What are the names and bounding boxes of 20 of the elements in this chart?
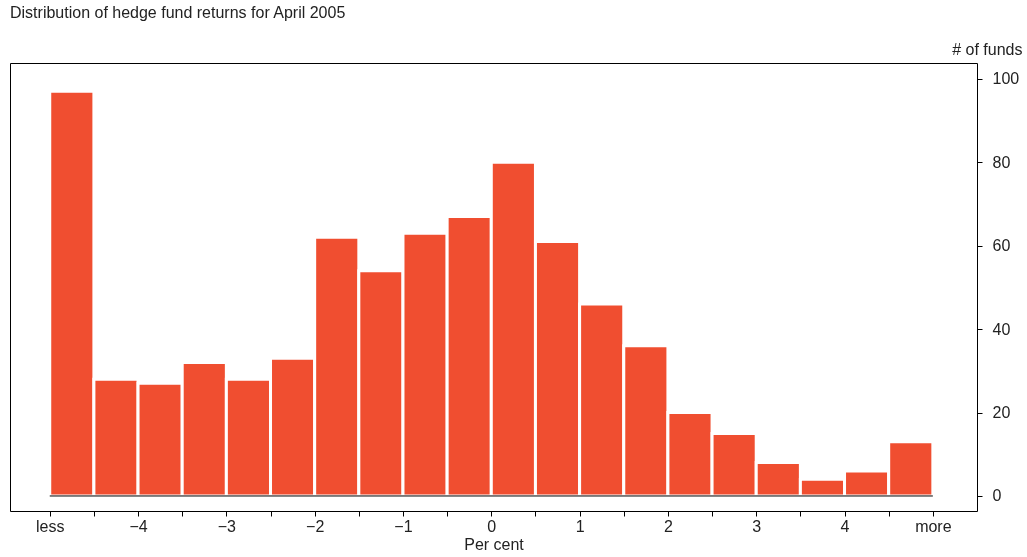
x-tick-label: −3 [217, 517, 237, 535]
chart-title: Distribution of hedge fund returns for April 2005 [10, 4, 346, 21]
x-axis-title: Per cent [464, 535, 525, 553]
x-tick-label: 4 [840, 517, 850, 535]
x-tick-label: −2 [306, 517, 325, 535]
y-tick-label: 0 [992, 487, 1002, 505]
y-axis-title: # of funds [952, 40, 1023, 58]
y-tick-label: 80 [992, 153, 1011, 171]
x-tick-label: 2 [663, 517, 673, 535]
x-tick-label: −1 [394, 517, 413, 535]
y-tick-label: 20 [992, 404, 1011, 422]
x-tick-label: −4 [129, 517, 148, 535]
x-tick-label: 3 [752, 517, 762, 535]
x-tick-label: more [915, 517, 952, 535]
x-tick-label: 0 [487, 517, 497, 535]
x-tick-label: 1 [575, 517, 585, 535]
y-tick-label: 40 [992, 320, 1011, 338]
y-tick-label: 60 [992, 237, 1011, 255]
x-tick-label: less [36, 517, 65, 535]
y-tick-label: 100 [992, 70, 1020, 88]
